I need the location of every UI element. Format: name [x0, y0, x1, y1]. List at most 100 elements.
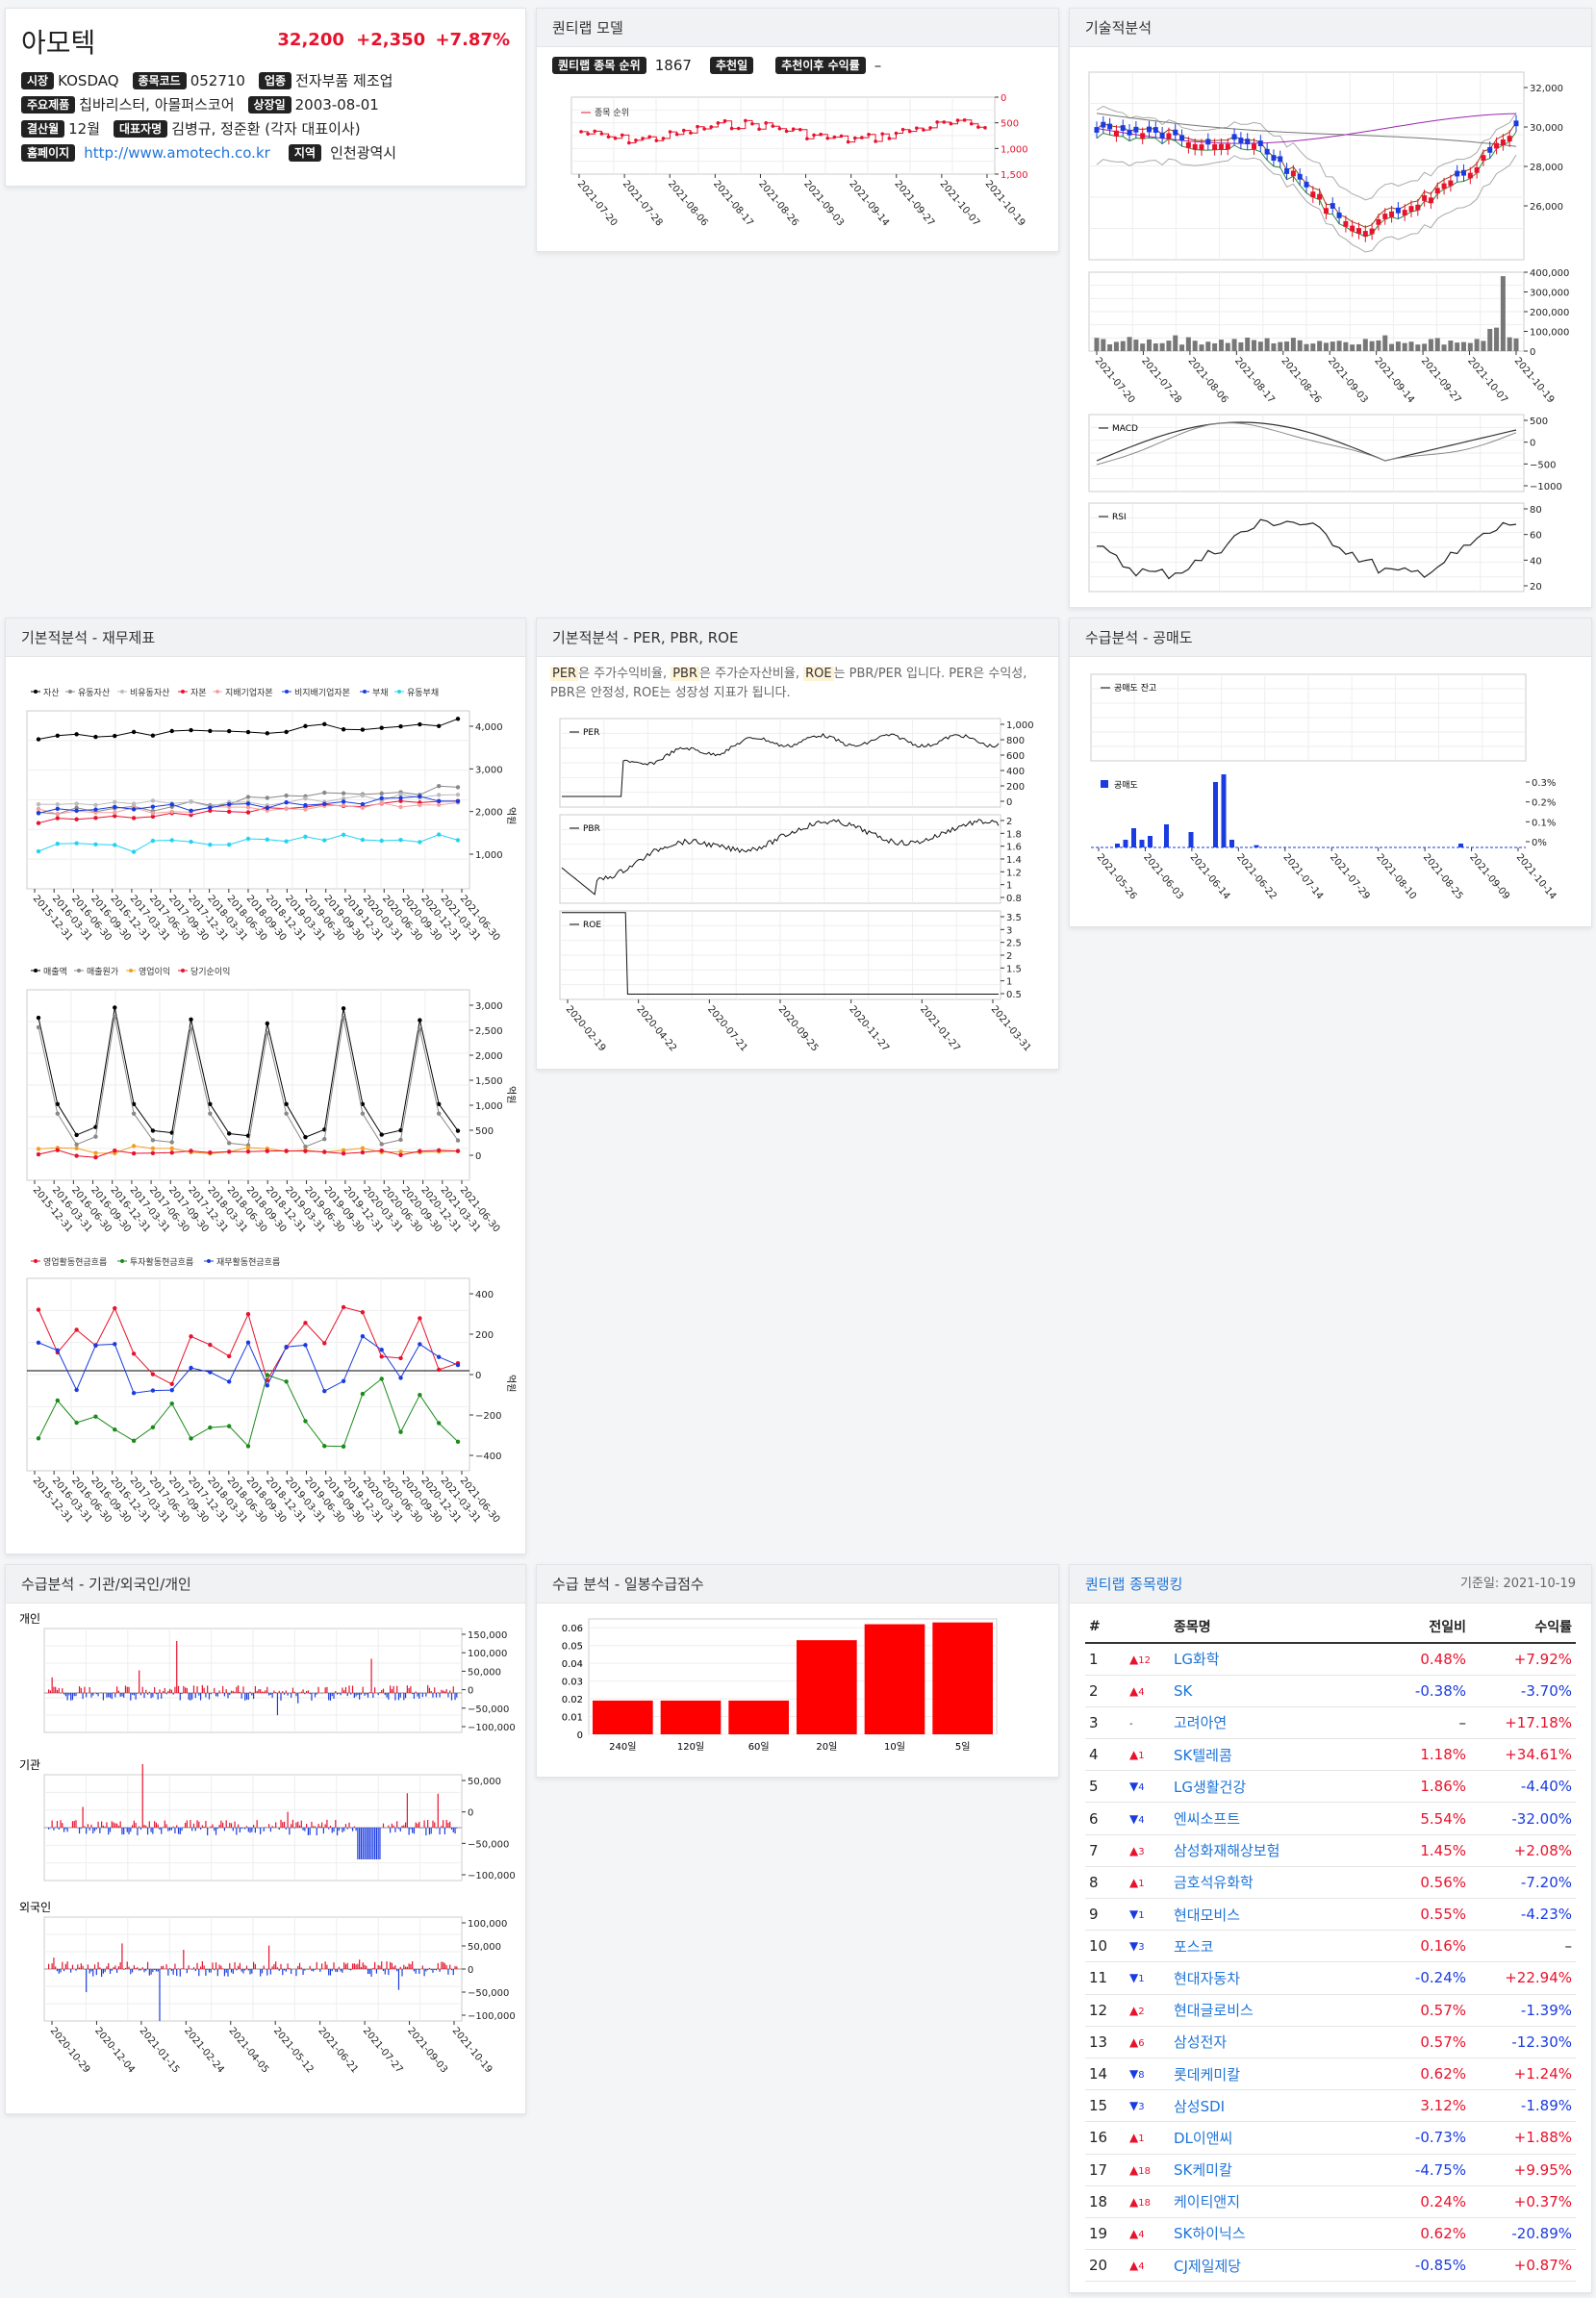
stock-name-link[interactable]: 케이티앤지	[1170, 2185, 1374, 2218]
ranking-row[interactable]: 6 ▼4 엔씨소프트 5.54% -32.00%	[1085, 1802, 1576, 1835]
flow-bar	[375, 1969, 377, 1974]
flow-bar	[73, 1692, 75, 1697]
stock-name-link[interactable]: LG화학	[1170, 1643, 1374, 1676]
flow-bar	[313, 1826, 315, 1828]
flow-bar	[75, 1692, 77, 1697]
stock-name-link[interactable]: SK케미칼	[1170, 2154, 1374, 2186]
flow-bar	[351, 1963, 354, 1969]
ranking-row[interactable]: 15 ▼3 삼성SDI 3.12% -1.89%	[1085, 2089, 1576, 2123]
data-point	[418, 802, 422, 808]
y-tick-label: 0	[468, 1686, 473, 1697]
ranking-row[interactable]: 19 ▲4 SK하이닉스 0.62% -20.89%	[1085, 2217, 1576, 2251]
candle-body	[1185, 141, 1191, 148]
flow-bar	[183, 1685, 185, 1693]
flow-bar	[64, 1963, 66, 1969]
volume-bar	[1231, 339, 1237, 351]
x-tick-label: 2021-09-27	[892, 178, 936, 228]
ranking-row[interactable]: 18 ▲18 케이티앤지 0.24% +0.37%	[1085, 2185, 1576, 2218]
y-tick-label: 500	[1001, 118, 1019, 129]
ranking-row[interactable]: 20 ▲4 CJ제일제당 -0.85% +0.87%	[1085, 2249, 1576, 2283]
rank-point	[764, 120, 769, 125]
flow-bar	[351, 1685, 354, 1693]
stock-name-link[interactable]: SK하이닉스	[1170, 2217, 1374, 2251]
ranking-row[interactable]: 17 ▲18 SK케미칼 -4.75% +9.95%	[1085, 2154, 1576, 2186]
ranking-row[interactable]: 7 ▲3 삼성화재해상보험 1.45% +2.08%	[1085, 1834, 1576, 1867]
ranking-row[interactable]: 12 ▲2 현대글로비스 0.57% -1.39%	[1085, 1994, 1576, 2027]
flow-bar	[256, 1690, 258, 1693]
volume-bar	[1113, 341, 1119, 351]
flow-bar	[428, 1967, 431, 1969]
stock-name-link[interactable]: LG생활건강	[1170, 1770, 1374, 1804]
ranking-row[interactable]: 14 ▼8 롯데케미칼 0.62% +1.24%	[1085, 2058, 1576, 2091]
ranking-title[interactable]: 퀀티랩 종목랭킹	[1085, 1576, 1183, 1593]
data-point	[284, 1149, 289, 1153]
ranking-row[interactable]: 8 ▲1 금호석유화학 0.56% -7.20%	[1085, 1866, 1576, 1900]
y-tick-label: 80	[1530, 505, 1542, 516]
ranking-row[interactable]: 4 ▲1 SK텔레콤 1.18% +34.61%	[1085, 1738, 1576, 1772]
ranking-row[interactable]: 3- 고려아연 – +17.18%	[1085, 1706, 1576, 1740]
data-point	[150, 798, 156, 803]
data-point	[360, 801, 366, 807]
pbr-line	[561, 819, 1000, 896]
rank-point	[928, 125, 932, 130]
stock-name-link[interactable]: 삼성화재해상보험	[1170, 1834, 1374, 1867]
stock-name-link[interactable]: CJ제일제당	[1170, 2249, 1374, 2283]
y-tick-label: −100,000	[468, 1871, 516, 1881]
ranking-row[interactable]: 11 ▼1 현대자동차 -0.24% +22.94%	[1085, 1961, 1576, 1995]
stock-name-link[interactable]: 현대모비스	[1170, 1898, 1374, 1932]
stock-name-link[interactable]: DL이앤씨	[1170, 2121, 1374, 2155]
flow-bar	[317, 1823, 319, 1828]
flow-bar	[95, 1969, 97, 1976]
stock-name-link[interactable]: SK	[1170, 1675, 1374, 1707]
stock-name-link[interactable]: 현대자동차	[1170, 1961, 1374, 1995]
stock-name-link[interactable]: 포스코	[1170, 1930, 1374, 1963]
flow-bar	[73, 1820, 75, 1828]
stock-name-link[interactable]: SK텔레콤	[1170, 1738, 1374, 1772]
ranking-row[interactable]: 10 ▼3 포스코 0.16% –	[1085, 1930, 1576, 1963]
homepage-link[interactable]: http://www.amotech.co.kr	[84, 143, 270, 162]
flow-bar	[283, 1821, 286, 1828]
volume-bar	[1238, 341, 1244, 351]
flow-bar	[150, 1969, 152, 1975]
flow-bar	[56, 1689, 59, 1693]
flow-bar	[447, 1969, 449, 1975]
flow-bar	[428, 1828, 431, 1835]
volume-bar	[1179, 344, 1185, 351]
stock-name-link[interactable]: 삼성SDI	[1170, 2089, 1374, 2123]
flow-bar	[393, 1966, 394, 1969]
stock-name-link[interactable]: 고려아연	[1170, 1706, 1374, 1740]
flow-bar	[102, 1969, 104, 1974]
ranking-row[interactable]: 2 ▲4 SK -0.38% -3.70%	[1085, 1675, 1576, 1707]
flow-bar	[208, 1692, 211, 1700]
data-point	[303, 807, 308, 812]
stock-name-link[interactable]: 엔씨소프트	[1170, 1802, 1374, 1835]
rank-delta-value: 1	[1138, 1751, 1145, 1762]
y-tick-label: 1,000	[475, 1101, 503, 1112]
flow-bar	[196, 1686, 198, 1693]
flow-bar	[393, 1825, 394, 1828]
flow-bar	[419, 1828, 422, 1829]
data-point	[113, 1427, 117, 1432]
data-point	[418, 1342, 422, 1347]
stock-name-link[interactable]: 금호석유화학	[1170, 1866, 1374, 1900]
stock-name-link[interactable]: 삼성전자	[1170, 2026, 1374, 2058]
data-point	[113, 1005, 117, 1010]
ranking-row[interactable]: 13 ▲6 삼성전자 0.57% -12.30%	[1085, 2026, 1576, 2058]
flow-bar	[139, 1828, 142, 1831]
stock-name-link[interactable]: 롯데케미칼	[1170, 2058, 1374, 2091]
candle-body	[1310, 191, 1316, 198]
legend-label: 지배기업자본	[225, 688, 273, 698]
data-point	[455, 1138, 461, 1143]
flow-bar	[80, 1687, 82, 1693]
flow-bar	[135, 1967, 137, 1969]
ranking-row[interactable]: 9 ▼1 현대모비스 0.55% -4.23%	[1085, 1898, 1576, 1932]
ranking-row[interactable]: 5 ▼4 LG생활건강 1.86% -4.40%	[1085, 1770, 1576, 1804]
y-tick-label: 0.04	[562, 1659, 583, 1670]
rank-point	[880, 131, 885, 136]
ranking-row[interactable]: 1 ▲12 LG화학 0.48% +7.92%	[1085, 1643, 1576, 1676]
ranking-row[interactable]: 16 ▲1 DL이앤씨 -0.73% +1.88%	[1085, 2121, 1576, 2155]
flow-bar	[391, 1688, 393, 1693]
flow-bar	[220, 1965, 222, 1969]
stock-name-link[interactable]: 현대글로비스	[1170, 1994, 1374, 2027]
flow-bar	[114, 1823, 116, 1828]
